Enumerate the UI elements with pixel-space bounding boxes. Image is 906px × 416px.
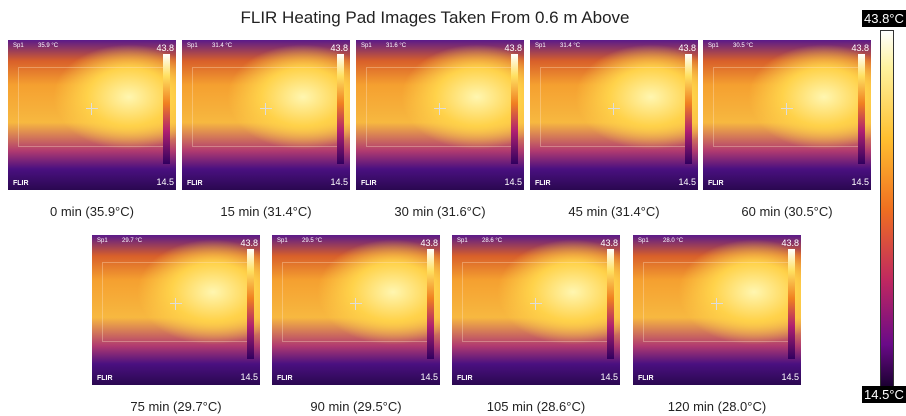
- scale-max: 43.8: [504, 43, 522, 53]
- spot-marker: [781, 103, 793, 115]
- brand-logo: FLIR: [277, 375, 293, 382]
- spot-marker: [434, 103, 446, 115]
- brand-logo: FLIR: [457, 375, 473, 382]
- brand-logo: FLIR: [13, 180, 29, 187]
- image-caption: 0 min (35.9°C): [2, 204, 182, 219]
- image-scale-bar: [337, 54, 344, 164]
- scale-max: 43.8: [678, 43, 696, 53]
- spot-temperature: 35.9 °C: [38, 43, 58, 49]
- image-scale-bar: [685, 54, 692, 164]
- thermal-image: Sp1 35.9 °C 43.8 14.5 FLIR: [8, 40, 176, 190]
- brand-logo: FLIR: [638, 375, 654, 382]
- spot-label: Sp1: [187, 43, 198, 49]
- spot-marker: [608, 103, 620, 115]
- thermal-image: Sp1 31.6 °C 43.8 14.5 FLIR: [356, 40, 524, 190]
- color-scale-max: 43.8°C: [862, 10, 906, 27]
- scale-max: 43.8: [330, 43, 348, 53]
- spot-marker: [350, 298, 362, 310]
- spot-label: Sp1: [13, 43, 24, 49]
- thermal-image: Sp1 28.6 °C 43.8 14.5 FLIR: [452, 235, 620, 385]
- spot-marker: [170, 298, 182, 310]
- spot-label: Sp1: [361, 43, 372, 49]
- spot-marker: [530, 298, 542, 310]
- color-scale-min: 14.5°C: [862, 386, 906, 403]
- thermal-image: Sp1 31.4 °C 43.8 14.5 FLIR: [530, 40, 698, 190]
- brand-logo: FLIR: [187, 180, 203, 187]
- thermal-image: Sp1 29.5 °C 43.8 14.5 FLIR: [272, 235, 440, 385]
- thermal-image: Sp1 31.4 °C 43.8 14.5 FLIR: [182, 40, 350, 190]
- image-caption: 90 min (29.5°C): [266, 399, 446, 414]
- spot-temperature: 30.5 °C: [733, 43, 753, 49]
- spot-label: Sp1: [97, 238, 108, 244]
- image-scale-bar: [427, 249, 434, 359]
- image-caption: 30 min (31.6°C): [350, 204, 530, 219]
- scale-min: 14.5: [240, 372, 258, 382]
- image-caption: 105 min (28.6°C): [446, 399, 626, 414]
- brand-logo: FLIR: [535, 180, 551, 187]
- spot-temperature: 31.6 °C: [386, 43, 406, 49]
- scale-min: 14.5: [678, 177, 696, 187]
- scale-min: 14.5: [156, 177, 174, 187]
- scale-max: 43.8: [851, 43, 869, 53]
- thermal-image: Sp1 29.7 °C 43.8 14.5 FLIR: [92, 235, 260, 385]
- spot-marker: [711, 298, 723, 310]
- scale-min: 14.5: [600, 372, 618, 382]
- spot-temperature: 28.6 °C: [482, 238, 502, 244]
- scale-min: 14.5: [504, 177, 522, 187]
- spot-temperature: 28.0 °C: [663, 238, 683, 244]
- image-caption: 60 min (30.5°C): [697, 204, 877, 219]
- image-scale-bar: [247, 249, 254, 359]
- spot-marker: [260, 103, 272, 115]
- brand-logo: FLIR: [361, 180, 377, 187]
- spot-label: Sp1: [277, 238, 288, 244]
- image-caption: 75 min (29.7°C): [86, 399, 266, 414]
- figure: FLIR Heating Pad Images Taken From 0.6 m…: [0, 0, 906, 416]
- brand-logo: FLIR: [708, 180, 724, 187]
- scale-max: 43.8: [420, 238, 438, 248]
- image-scale-bar: [788, 249, 795, 359]
- scale-max: 43.8: [600, 238, 618, 248]
- image-caption: 15 min (31.4°C): [176, 204, 356, 219]
- scale-min: 14.5: [781, 372, 799, 382]
- image-scale-bar: [858, 54, 865, 164]
- scale-min: 14.5: [420, 372, 438, 382]
- thermal-image: Sp1 28.0 °C 43.8 14.5 FLIR: [633, 235, 801, 385]
- image-caption: 45 min (31.4°C): [524, 204, 704, 219]
- spot-label: Sp1: [535, 43, 546, 49]
- image-scale-bar: [511, 54, 518, 164]
- image-scale-bar: [607, 249, 614, 359]
- thermal-image: Sp1 30.5 °C 43.8 14.5 FLIR: [703, 40, 871, 190]
- spot-temperature: 29.7 °C: [122, 238, 142, 244]
- scale-min: 14.5: [330, 177, 348, 187]
- scale-max: 43.8: [240, 238, 258, 248]
- spot-temperature: 29.5 °C: [302, 238, 322, 244]
- brand-logo: FLIR: [97, 375, 113, 382]
- image-scale-bar: [163, 54, 170, 164]
- scale-max: 43.8: [781, 238, 799, 248]
- image-caption: 120 min (28.0°C): [627, 399, 807, 414]
- scale-min: 14.5: [851, 177, 869, 187]
- scale-max: 43.8: [156, 43, 174, 53]
- spot-label: Sp1: [457, 238, 468, 244]
- spot-marker: [86, 103, 98, 115]
- spot-temperature: 31.4 °C: [560, 43, 580, 49]
- spot-label: Sp1: [708, 43, 719, 49]
- color-scale-bar: [880, 30, 894, 388]
- figure-title: FLIR Heating Pad Images Taken From 0.6 m…: [0, 8, 870, 28]
- spot-temperature: 31.4 °C: [212, 43, 232, 49]
- spot-label: Sp1: [638, 238, 649, 244]
